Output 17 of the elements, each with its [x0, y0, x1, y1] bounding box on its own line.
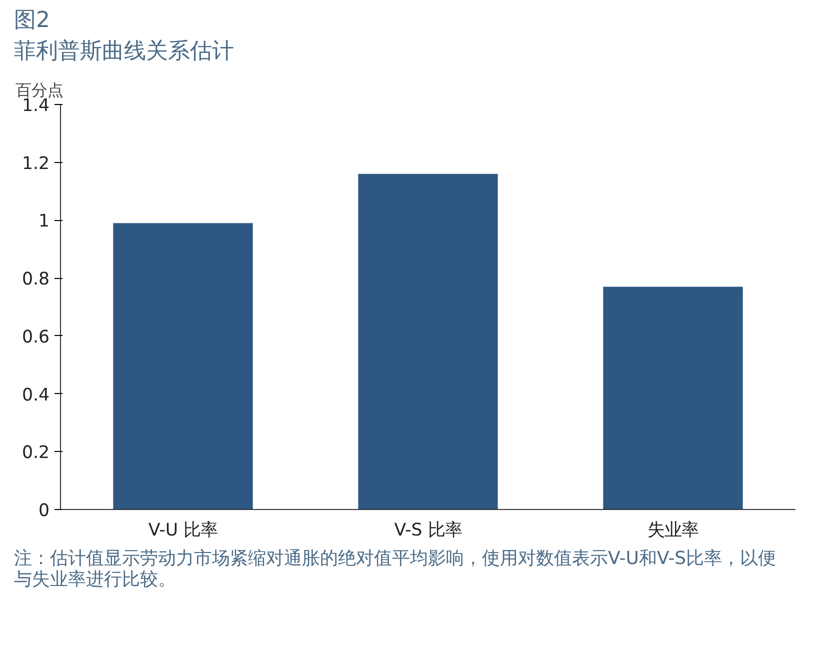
y-tick-label: 0.2: [22, 442, 50, 463]
y-tick-label: 0.6: [22, 327, 50, 348]
y-tick-label: 1.2: [22, 154, 50, 174]
bar: [603, 286, 743, 510]
x-tick-label: V-S 比率: [394, 520, 462, 540]
y-tick-label: 0.8: [22, 269, 50, 290]
chart-subtitle: 菲利普斯曲线关系估计: [14, 38, 234, 66]
text: 注：估计值显示劳动力市场紧缩对通胀的绝对值平均影响，使用对数值表示V-U和V-S比率，以便与失业率进行比较。: [14, 548, 778, 592]
y-tick-label: 0.4: [22, 385, 50, 406]
bar: [113, 222, 253, 510]
bar: [358, 174, 498, 510]
x-tick-label: 失业率: [648, 520, 698, 540]
y-axis-title: 百分点: [16, 80, 64, 100]
x-tick-label: V-U 比率: [148, 520, 218, 540]
y-tick-label: 1: [38, 212, 50, 232]
chart-title: 图2: [14, 7, 51, 35]
y-tick-label: 0: [38, 500, 50, 521]
